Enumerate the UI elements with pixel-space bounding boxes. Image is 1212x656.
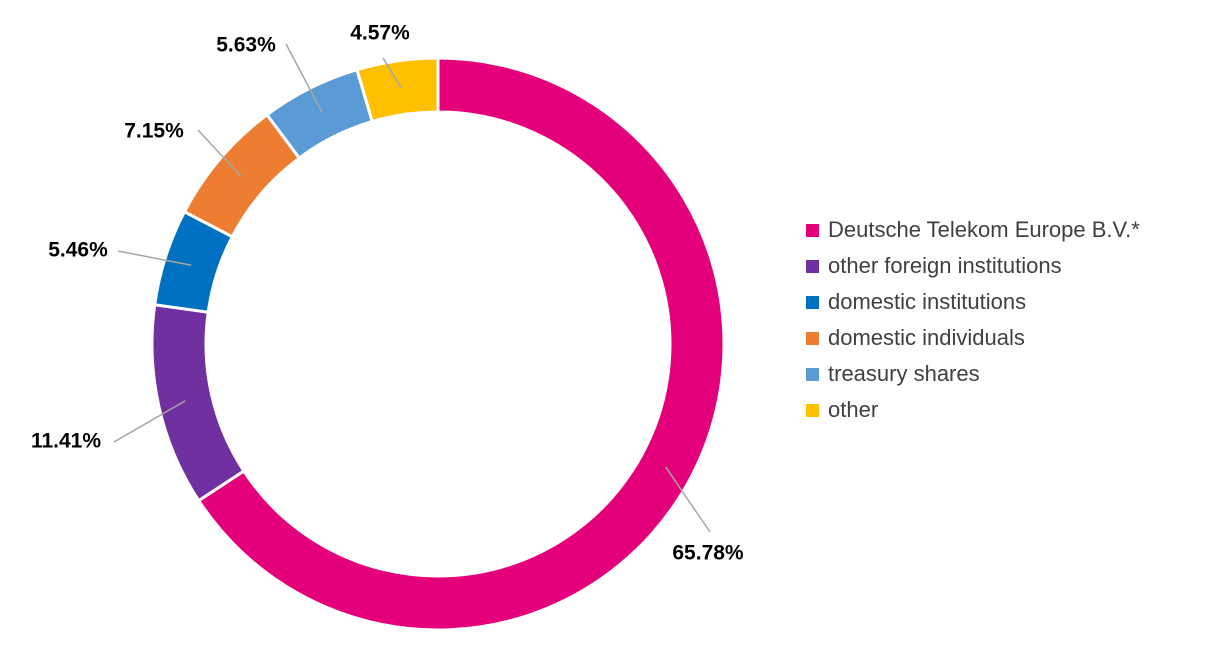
value-label-other-foreign-institutions: 11.41% — [31, 430, 101, 453]
legend-swatch-deutsche-telekom — [806, 223, 819, 237]
legend-label-other-foreign-institutions: other foreign institutions — [828, 253, 1062, 278]
legend-swatch-other-foreign-institutions — [806, 259, 819, 273]
value-label-domestic-institutions: 5.46% — [48, 239, 108, 262]
legend-swatch-domestic-individuals — [806, 331, 819, 345]
leader-line-deutsche-telekom — [665, 466, 711, 533]
leader-lines — [113, 43, 711, 533]
slice-other-foreign-institutions — [150, 303, 246, 503]
legend-swatch-other — [806, 403, 819, 417]
value-label-deutsche-telekom: 65.78% — [672, 542, 744, 565]
leader-line-treasury-shares — [285, 43, 323, 113]
legend: Deutsche Telekom Europe B.V.* other forei… — [806, 212, 1140, 428]
legend-item-domestic-individuals: domestic individuals — [806, 320, 1140, 356]
legend-label-domestic-individuals: domestic individuals — [828, 325, 1025, 350]
leader-line-other — [382, 57, 402, 89]
legend-item-treasury-shares: treasury shares — [806, 356, 1140, 392]
slice-deutsche-telekom — [196, 56, 726, 632]
leader-line-domestic-individuals — [197, 129, 242, 177]
legend-label-domestic-institutions: domestic institutions — [828, 289, 1027, 314]
legend-label-deutsche-telekom: Deutsche Telekom Europe B.V.* — [828, 217, 1140, 242]
value-label-domestic-individuals: 7.15% — [124, 120, 184, 143]
legend-item-deutsche-telekom: Deutsche Telekom Europe B.V.* — [806, 212, 1140, 248]
slice-other — [355, 56, 440, 124]
value-label-other: 4.57% — [350, 22, 410, 45]
legend-swatch-treasury-shares — [806, 367, 819, 381]
legend-label-other: other — [828, 397, 879, 422]
legend-item-other: other — [806, 392, 1140, 428]
legend-item-domestic-institutions: domestic institutions — [806, 284, 1140, 320]
donut-slices — [150, 56, 726, 632]
value-labels: 65.78% 11.41% 5.46% 7.15% 5.63% 4.57% — [31, 22, 744, 565]
legend-label-treasury-shares: treasury shares — [828, 361, 980, 386]
leader-line-domestic-institutions — [117, 250, 192, 266]
value-label-treasury-shares: 5.63% — [216, 34, 276, 57]
legend-item-other-foreign-institutions: other foreign institutions — [806, 248, 1140, 284]
leader-line-other-foreign-institutions — [113, 400, 186, 443]
legend-swatch-domestic-institutions — [806, 295, 819, 309]
